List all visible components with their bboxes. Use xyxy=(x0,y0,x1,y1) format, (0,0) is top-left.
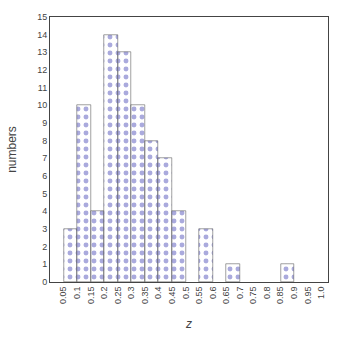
svg-text:10: 10 xyxy=(37,100,47,110)
svg-text:0.95: 0.95 xyxy=(303,287,313,305)
svg-text:0.9: 0.9 xyxy=(289,287,299,300)
svg-text:0.2: 0.2 xyxy=(99,287,109,300)
svg-text:12: 12 xyxy=(37,65,47,75)
svg-text:0.35: 0.35 xyxy=(140,287,150,305)
svg-text:0.45: 0.45 xyxy=(167,287,177,305)
svg-text:11: 11 xyxy=(38,83,47,93)
svg-text:0.65: 0.65 xyxy=(221,287,231,305)
svg-text:0.75: 0.75 xyxy=(248,287,258,305)
svg-text:numbers: numbers xyxy=(5,126,19,173)
svg-text:8: 8 xyxy=(42,136,47,146)
svg-text:0.3: 0.3 xyxy=(126,287,136,300)
svg-text:9: 9 xyxy=(42,118,47,128)
svg-text:0.55: 0.55 xyxy=(194,287,204,305)
svg-text:0.25: 0.25 xyxy=(113,287,123,305)
svg-text:0: 0 xyxy=(42,277,47,287)
svg-text:0.7: 0.7 xyxy=(235,287,245,300)
svg-text:1.0: 1.0 xyxy=(316,287,326,300)
svg-text:z: z xyxy=(185,317,192,331)
svg-text:7: 7 xyxy=(42,153,47,163)
svg-text:13: 13 xyxy=(37,47,47,57)
svg-text:14: 14 xyxy=(37,30,47,40)
svg-text:0.1: 0.1 xyxy=(72,287,82,300)
svg-text:0.15: 0.15 xyxy=(86,287,96,305)
svg-text:0.6: 0.6 xyxy=(208,287,218,300)
svg-text:3: 3 xyxy=(42,224,47,234)
svg-text:5: 5 xyxy=(42,189,47,199)
svg-text:4: 4 xyxy=(42,206,47,216)
svg-text:1: 1 xyxy=(42,259,47,269)
svg-text:0.4: 0.4 xyxy=(153,287,163,300)
svg-text:6: 6 xyxy=(42,171,47,181)
svg-text:15: 15 xyxy=(37,12,47,22)
svg-text:0.05: 0.05 xyxy=(58,287,68,305)
svg-text:0.8: 0.8 xyxy=(262,287,272,300)
svg-text:2: 2 xyxy=(42,242,47,252)
svg-text:0.85: 0.85 xyxy=(275,287,285,305)
svg-text:0.5: 0.5 xyxy=(181,287,191,300)
